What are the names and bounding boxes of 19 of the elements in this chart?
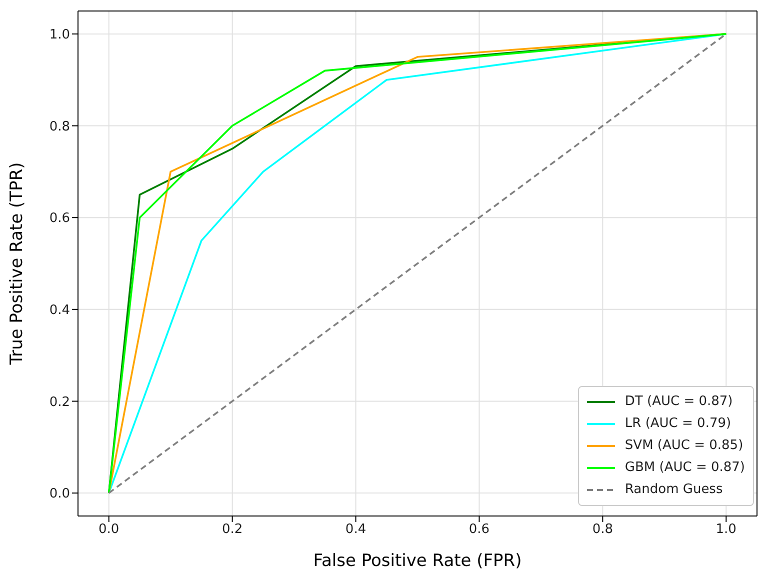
y-tick-label: 0.8 <box>49 119 70 134</box>
x-tick-label: 0.2 <box>222 522 243 538</box>
legend-label: Random Guess <box>624 481 723 499</box>
x-tick-label: 0.0 <box>98 522 120 538</box>
x-tick-label: 0.4 <box>345 522 366 538</box>
x-tick-label: 0.8 <box>592 522 614 538</box>
x-tick-label: 0.6 <box>468 522 490 538</box>
y-tick-label: 1.0 <box>49 28 70 43</box>
x-axis-title: False Positive Rate (FPR) <box>313 551 522 571</box>
legend-label: DT (AUC = 0.87) <box>624 393 733 411</box>
y-tick-label: 0.4 <box>49 303 70 318</box>
legend-label: SVM (AUC = 0.85) <box>624 437 744 455</box>
y-tick-label: 0.0 <box>49 486 70 502</box>
y-tick-label: 0.2 <box>49 394 70 410</box>
legend-label: GBM (AUC = 0.87) <box>624 459 745 477</box>
x-tick-label: 1.0 <box>716 522 736 538</box>
y-axis-title: True Positive Rate (TPR) <box>7 162 28 366</box>
legend-label: LR (AUC = 0.79) <box>624 415 732 433</box>
y-tick-label: 0.6 <box>49 211 70 226</box>
